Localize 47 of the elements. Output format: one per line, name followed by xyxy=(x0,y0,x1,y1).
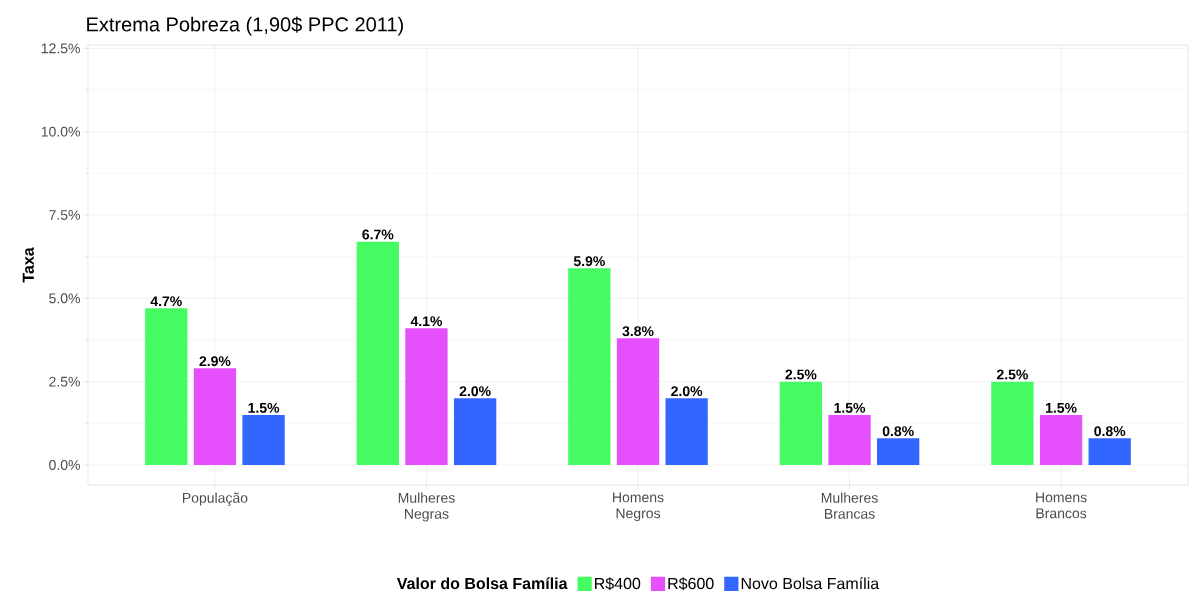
y-tick-label: 10.0% xyxy=(41,126,80,137)
data-label: 0.8% xyxy=(1094,426,1126,437)
y-tick-label: 0.0% xyxy=(49,460,80,471)
data-label: 2.0% xyxy=(671,386,703,397)
data-label: 1.5% xyxy=(1045,403,1077,414)
x-tick-label: População xyxy=(182,492,248,506)
chart-title: Extrema Pobreza (1,90$ PPC 2011) xyxy=(87,16,403,36)
data-label: 1.5% xyxy=(834,403,866,414)
data-label: 2.9% xyxy=(199,356,231,367)
bar xyxy=(779,381,823,466)
bar xyxy=(405,328,448,466)
bar xyxy=(193,368,237,466)
data-label: 5.9% xyxy=(573,256,605,267)
data-label: 1.5% xyxy=(248,403,280,414)
data-label: 2.5% xyxy=(785,369,817,380)
data-label: 4.1% xyxy=(410,316,443,327)
data-label: 4.7% xyxy=(150,296,182,307)
x-tick-label: Homens Brancos xyxy=(1036,492,1087,519)
data-label: 2.5% xyxy=(996,369,1028,380)
legend-label: Novo Bolsa Família xyxy=(741,577,880,590)
legend-title: Valor do Bolsa Família xyxy=(396,577,568,590)
y-tick-label: 5.0% xyxy=(49,293,80,304)
x-tick-label: Mulheres Negras xyxy=(398,492,455,522)
x-tick-label: Mulheres Brancas xyxy=(821,492,878,520)
bar xyxy=(616,338,660,466)
bar xyxy=(991,381,1034,466)
bar xyxy=(665,398,708,466)
data-label: 0.8% xyxy=(882,426,914,437)
bar xyxy=(1088,438,1131,466)
bar xyxy=(145,308,188,466)
legend-label: R$600 xyxy=(668,577,714,591)
y-tick-label: 7.5% xyxy=(49,210,80,221)
data-label: 3.8% xyxy=(622,326,654,337)
bar xyxy=(877,438,920,466)
y-tick-label: 12.5% xyxy=(41,43,80,54)
bar xyxy=(242,415,285,466)
y-axis-title: Taxa xyxy=(22,247,34,283)
legend-label: R$400 xyxy=(595,577,641,591)
bar xyxy=(1039,415,1083,466)
data-label: 6.7% xyxy=(362,229,394,240)
x-tick-label: Homens Negros xyxy=(613,492,664,522)
bar xyxy=(453,398,497,466)
y-tick-label: 2.5% xyxy=(49,376,80,387)
bar xyxy=(568,268,611,466)
data-label: 2.0% xyxy=(459,386,491,397)
bar xyxy=(356,241,399,466)
bar xyxy=(828,415,871,466)
